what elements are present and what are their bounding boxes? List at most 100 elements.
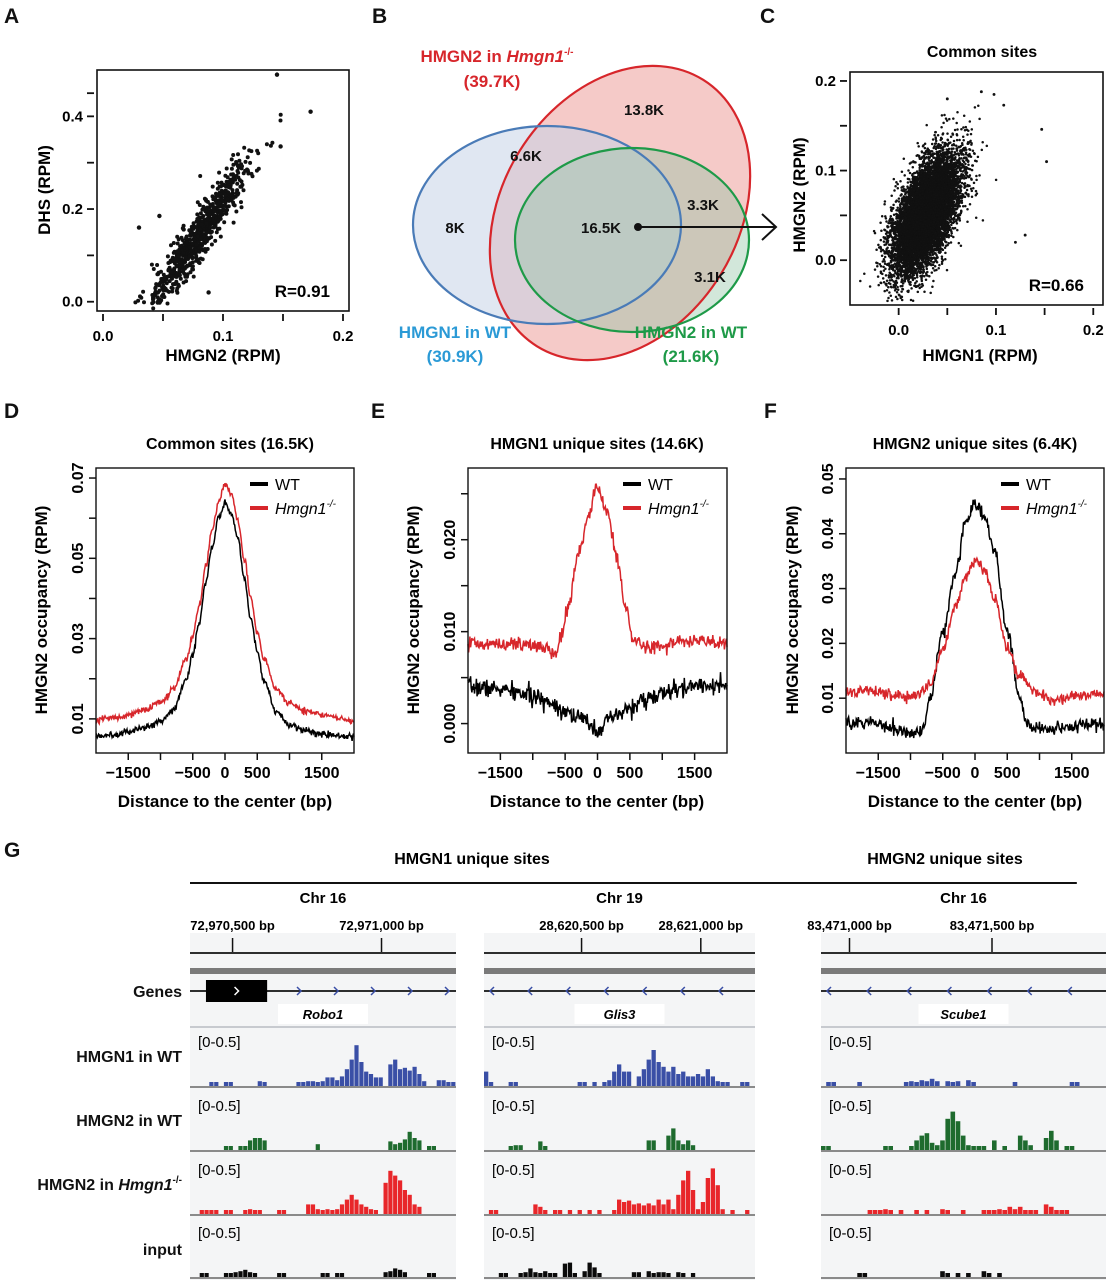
scatter-point — [218, 234, 223, 239]
scatter-point — [182, 266, 187, 271]
scatter-point — [206, 290, 211, 295]
scatter-point — [923, 142, 927, 145]
scatter-point — [965, 188, 969, 192]
venn-label-hmgn2-ko: HMGN2 in Hmgn1-/- — [420, 47, 573, 66]
scatter-point — [949, 141, 952, 144]
scatter-point — [879, 264, 883, 268]
scatter-point — [896, 206, 899, 210]
scatter-point — [270, 140, 275, 145]
scatter-point — [162, 285, 167, 290]
scatter-point — [185, 240, 189, 245]
chart-title: Common sites — [927, 44, 1037, 61]
scatter-point — [178, 276, 183, 281]
scatter-point — [955, 144, 958, 148]
scatter-point — [940, 114, 944, 117]
scatter-point — [211, 197, 216, 202]
scatter-point — [231, 202, 236, 207]
scatter-point — [157, 283, 161, 288]
scatter-point — [955, 138, 959, 142]
scatter-point — [169, 270, 174, 275]
scatter-point — [944, 257, 947, 261]
scatter-point — [882, 258, 886, 261]
scatter-point — [875, 248, 878, 251]
scatter-point — [929, 291, 932, 295]
region-hmgn2ko-hmgn2wt: 3.3K — [687, 197, 719, 214]
scatter-point — [208, 225, 213, 230]
scatter-point — [219, 197, 224, 202]
region-all-three: 16.5K — [581, 220, 621, 237]
scatter-point — [195, 200, 200, 205]
scatter-point — [153, 285, 158, 290]
scatter-point — [916, 290, 920, 294]
scatter-point — [886, 299, 889, 303]
scatter-point — [243, 159, 248, 164]
scatter-point — [887, 296, 890, 300]
scatter-point — [887, 285, 890, 289]
scatter-point — [198, 227, 203, 232]
scatter-point — [200, 215, 205, 220]
scatter-point — [229, 157, 234, 162]
scatter-point — [180, 226, 185, 231]
scatter-point — [190, 256, 195, 261]
scatter-point — [222, 220, 227, 225]
scatter-point — [884, 274, 888, 277]
panel-label-c: C — [760, 5, 775, 28]
scatter-point — [181, 251, 186, 255]
scatter-point — [240, 164, 244, 169]
scatter-point — [227, 185, 231, 190]
scatter-point — [209, 235, 214, 240]
scatter-point — [213, 238, 218, 243]
scatter-point — [931, 285, 934, 288]
scatter-point — [889, 294, 893, 297]
scatter-point — [900, 170, 904, 173]
scatter-point — [179, 257, 184, 262]
scatter-point — [234, 209, 239, 214]
scatter-point — [165, 254, 170, 259]
venn-total-hmgn2-wt: (21.6K) — [663, 347, 720, 366]
scatter-point — [880, 254, 884, 258]
scatter-point — [859, 279, 862, 283]
scatter-point — [235, 164, 240, 168]
scatter-point — [157, 213, 162, 219]
scatter-point — [169, 243, 173, 248]
scatter-point — [174, 281, 179, 286]
scatter-point — [941, 141, 944, 144]
scatter-point — [196, 257, 200, 262]
scatter-point — [150, 301, 155, 306]
scatter-point — [872, 229, 876, 233]
scatter-point — [166, 268, 171, 273]
scatter-point — [952, 227, 955, 230]
scatter-point — [953, 128, 957, 132]
scatter-point — [877, 243, 880, 247]
region-hmgn2-wt-only: 3.1K — [694, 269, 726, 286]
scatter-point — [940, 137, 944, 140]
scatter-point — [237, 178, 242, 183]
region-hmgn1-only: 8K — [445, 220, 464, 237]
scatter-point — [153, 293, 158, 298]
panel-b-venn: 13.8K 6.6K 8K 16.5K 3.3K 3.1K HMGN2 in H… — [399, 47, 778, 366]
scatter-point — [933, 265, 937, 268]
scatter-point — [236, 152, 240, 157]
panel-c-scatter: Common sites 0.0 0.1 0.20.00.10.2 R=0.66 H… — [790, 44, 1104, 365]
scatter-point — [880, 214, 884, 218]
scatter-point — [247, 148, 252, 153]
scatter-point — [902, 157, 906, 161]
scatter-point — [202, 247, 207, 252]
scatter-point — [151, 267, 156, 271]
scatter-point — [191, 221, 196, 226]
scatter-point — [231, 153, 236, 157]
scatter-point — [897, 277, 900, 280]
scatter-point — [209, 203, 213, 208]
scatter-point — [278, 118, 283, 123]
scatter-point — [176, 237, 181, 242]
scatter-point — [205, 247, 210, 251]
scatter-point — [197, 203, 202, 207]
scatter-point — [223, 188, 228, 193]
scatter-point — [231, 220, 236, 225]
scatter-point — [151, 306, 156, 311]
scatter-point — [923, 290, 926, 293]
scatter-point — [172, 258, 177, 263]
panel-label-a: A — [4, 5, 19, 28]
scatter-point — [278, 144, 283, 149]
